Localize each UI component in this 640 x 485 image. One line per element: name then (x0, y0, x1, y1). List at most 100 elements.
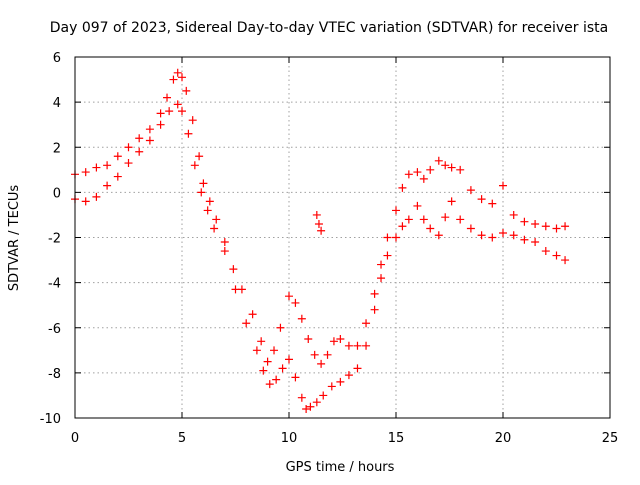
data-point (291, 298, 300, 307)
data-point (259, 366, 268, 375)
data-point (336, 377, 345, 386)
y-tick-label: -2 (48, 232, 61, 247)
data-point (272, 375, 281, 384)
data-point (336, 335, 345, 344)
series-isolated-segment (312, 210, 326, 235)
data-point (329, 337, 338, 346)
data-point (278, 364, 287, 373)
data-point (314, 219, 323, 228)
data-point (265, 380, 274, 389)
data-point (257, 337, 266, 346)
y-tick-label: -4 (48, 277, 61, 292)
data-point (317, 359, 326, 368)
ticks-layer (74, 56, 611, 419)
data-point (426, 224, 435, 233)
data-point (456, 165, 465, 174)
data-point (210, 224, 219, 233)
data-point (291, 373, 300, 382)
data-point (488, 233, 497, 242)
data-point (509, 231, 518, 240)
data-point (362, 319, 371, 328)
x-tick-labels: 0 5 10 15 20 25 (71, 431, 618, 446)
data-point (419, 174, 428, 183)
data-point (197, 188, 206, 197)
data-point (466, 224, 475, 233)
data-point (561, 222, 570, 231)
data-point (195, 152, 204, 161)
data-point (145, 125, 154, 134)
data-point (190, 161, 199, 170)
data-point (434, 156, 443, 165)
data-point (312, 210, 321, 219)
data-point (81, 168, 90, 177)
points-layer (71, 68, 570, 413)
data-point (552, 224, 561, 233)
data-point (392, 233, 400, 242)
data-point (561, 256, 570, 265)
y-tick-label: -6 (48, 322, 61, 337)
series-lower-branch (71, 100, 570, 413)
x-tick-label: 25 (602, 431, 619, 446)
chart-title: Day 097 of 2023, Sidereal Day-to-day VTE… (50, 20, 608, 36)
data-point (184, 129, 193, 138)
data-point (178, 73, 186, 82)
data-point (203, 206, 212, 215)
data-point (413, 168, 422, 177)
data-point (370, 289, 379, 298)
data-point (447, 163, 456, 172)
x-tick-label: 10 (281, 431, 298, 446)
data-point (488, 199, 497, 208)
data-point (145, 136, 154, 145)
data-point (426, 165, 435, 174)
data-point (156, 109, 165, 118)
data-point (353, 364, 362, 373)
data-point (156, 120, 165, 129)
data-point (199, 179, 208, 188)
data-point (404, 170, 413, 179)
data-point (248, 310, 257, 319)
data-point (434, 231, 443, 240)
data-point (242, 319, 251, 328)
x-tick-label: 20 (495, 431, 512, 446)
data-point (419, 215, 428, 224)
data-point (370, 305, 379, 314)
y-tick-label: 2 (53, 141, 61, 156)
data-point (413, 201, 422, 210)
data-point (220, 238, 229, 247)
data-point (477, 231, 486, 240)
data-point (392, 206, 400, 215)
data-point (302, 404, 311, 413)
data-point (135, 147, 144, 156)
x-axis-label: GPS time / hours (286, 460, 395, 475)
data-point (92, 192, 101, 201)
data-point (220, 247, 229, 256)
data-point (188, 116, 197, 125)
x-tick-label: 0 (71, 431, 79, 446)
y-tick-label: 0 (53, 186, 61, 201)
data-point (276, 323, 285, 332)
data-point (306, 402, 315, 411)
data-point (377, 260, 386, 269)
data-point (113, 172, 122, 181)
data-point (441, 213, 450, 222)
data-point (178, 107, 186, 116)
data-point (541, 222, 550, 231)
y-tick-labels: -10 -8 -6 -4 -2 0 2 4 6 (40, 51, 61, 427)
data-point (103, 181, 112, 190)
data-point (398, 183, 407, 192)
data-point (404, 215, 413, 224)
data-point (297, 393, 306, 402)
data-point (362, 341, 371, 350)
data-point (169, 75, 178, 84)
data-point (205, 197, 214, 206)
data-point (135, 134, 144, 143)
data-point (304, 335, 313, 344)
data-point (499, 181, 507, 190)
data-point (310, 350, 319, 359)
data-point (173, 68, 182, 77)
data-point (103, 161, 112, 170)
data-point (398, 222, 407, 231)
data-point (509, 210, 518, 219)
